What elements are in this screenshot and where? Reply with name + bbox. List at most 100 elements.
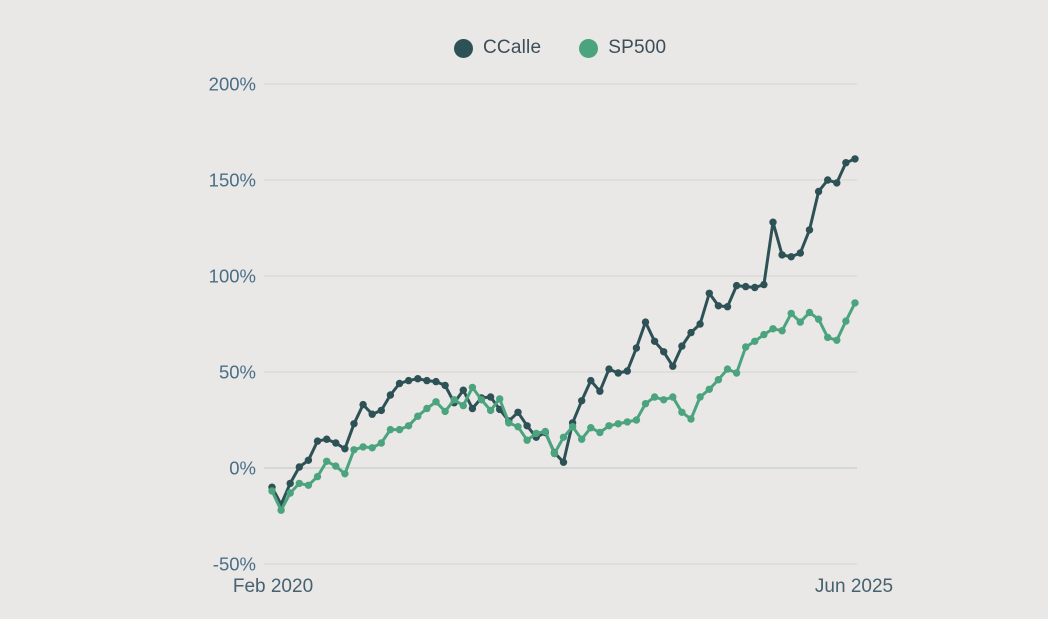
legend-item-ccalle[interactable]: CCalle — [454, 37, 541, 59]
sp500-point — [477, 396, 486, 404]
ccalle-point — [632, 344, 641, 352]
ccalle-point — [432, 377, 440, 386]
sp500-point — [578, 435, 586, 443]
sp500-point — [386, 425, 395, 434]
sp500-point — [623, 418, 631, 426]
ccalle-point — [769, 218, 777, 226]
ccalle-point — [650, 337, 659, 345]
y-tick-label: 150% — [209, 170, 256, 191]
ccalle-point — [824, 176, 832, 184]
sp500-point — [851, 299, 859, 307]
legend-item-sp500[interactable]: SP500 — [579, 37, 666, 59]
y-tick-label: 50% — [219, 362, 256, 383]
sp500-point — [441, 407, 449, 416]
sp500-point — [805, 308, 814, 317]
ccalle-point — [605, 365, 613, 373]
ccalle-point — [614, 369, 622, 377]
ccalle-point — [787, 253, 795, 261]
ccalle-point — [350, 420, 358, 428]
legend-swatch-sp500-icon — [579, 38, 599, 58]
sp500-point — [614, 420, 622, 428]
sp500-point — [842, 317, 850, 325]
ccalle-point — [660, 348, 668, 356]
sp500-point — [323, 457, 331, 465]
sp500-point — [596, 428, 604, 437]
ccalle-point — [587, 376, 595, 385]
sp500-point — [505, 419, 513, 427]
ccalle-point — [332, 439, 340, 447]
ccalle-point — [732, 281, 741, 290]
sp500-point — [523, 436, 531, 444]
ccalle-point — [778, 251, 786, 259]
sp500-point — [341, 470, 349, 478]
ccalle-point — [404, 376, 413, 385]
sp500-point — [423, 404, 431, 413]
x-tick-label-end: Jun 2025 — [815, 576, 893, 597]
sp500-point — [824, 333, 832, 342]
sp500-point — [751, 337, 759, 345]
legend-label-sp500: SP500 — [608, 37, 667, 58]
sp500-point — [587, 424, 595, 432]
ccalle-point — [641, 318, 650, 326]
ccalle-point — [696, 320, 704, 328]
ccalle-point — [486, 393, 495, 401]
sp500-point — [459, 401, 467, 410]
sp500-point — [769, 325, 777, 333]
sp500-point — [286, 489, 294, 497]
ccalle-point — [514, 408, 522, 416]
sp500-point — [568, 423, 577, 431]
ccalle-point — [423, 376, 431, 385]
sp500-point — [468, 383, 477, 392]
ccalle-point — [751, 283, 759, 292]
ccalle-point — [323, 435, 331, 443]
ccalle-point — [842, 159, 850, 167]
sp500-point — [833, 336, 841, 344]
ccalle-point — [714, 302, 723, 310]
ccalle-point — [833, 179, 841, 187]
sp500-point — [632, 416, 641, 424]
ccalle-point — [441, 381, 449, 390]
y-tick-label: 100% — [209, 266, 256, 287]
sp500-point — [605, 422, 613, 430]
sp500-point — [496, 395, 504, 403]
sp500-point — [404, 422, 413, 430]
ccalle-point — [669, 362, 677, 370]
y-tick-label: 0% — [229, 458, 256, 479]
x-tick-label-start: Feb 2020 — [233, 576, 313, 597]
sp500-point — [678, 408, 686, 416]
sp500-point — [432, 398, 440, 406]
sp500-point — [450, 396, 458, 404]
sp500-point — [268, 487, 276, 495]
ccalle-point — [414, 375, 422, 383]
sp500-point — [359, 443, 367, 451]
ccalle-point — [313, 437, 322, 445]
sp500-point — [814, 315, 823, 323]
sp500-point — [350, 446, 358, 454]
ccalle-point — [459, 386, 467, 394]
sp500-point — [696, 393, 704, 401]
ccalle-point — [814, 187, 823, 196]
ccalle-point — [359, 400, 367, 409]
sp500-point — [742, 343, 750, 351]
sp500-point — [304, 481, 313, 489]
ccalle-point — [742, 282, 750, 291]
sp500-point — [395, 425, 404, 434]
ccalle-point — [386, 391, 395, 399]
sp500-point — [377, 439, 385, 447]
ccalle-point — [468, 404, 477, 413]
ccalle-point — [705, 289, 713, 297]
sp500-point — [660, 396, 668, 404]
sp500-point — [550, 449, 559, 458]
ccalle-point — [523, 422, 531, 430]
sp500-point — [714, 376, 723, 384]
sp500-point — [559, 433, 568, 441]
sp500-point — [332, 462, 340, 470]
sp500-point — [277, 506, 285, 514]
sp500-point — [669, 393, 677, 401]
chart-legend: CCalle SP500 — [454, 37, 666, 59]
sp500-point — [368, 444, 376, 452]
ccalle-point — [377, 406, 385, 415]
legend-label-ccalle: CCalle — [483, 37, 542, 58]
